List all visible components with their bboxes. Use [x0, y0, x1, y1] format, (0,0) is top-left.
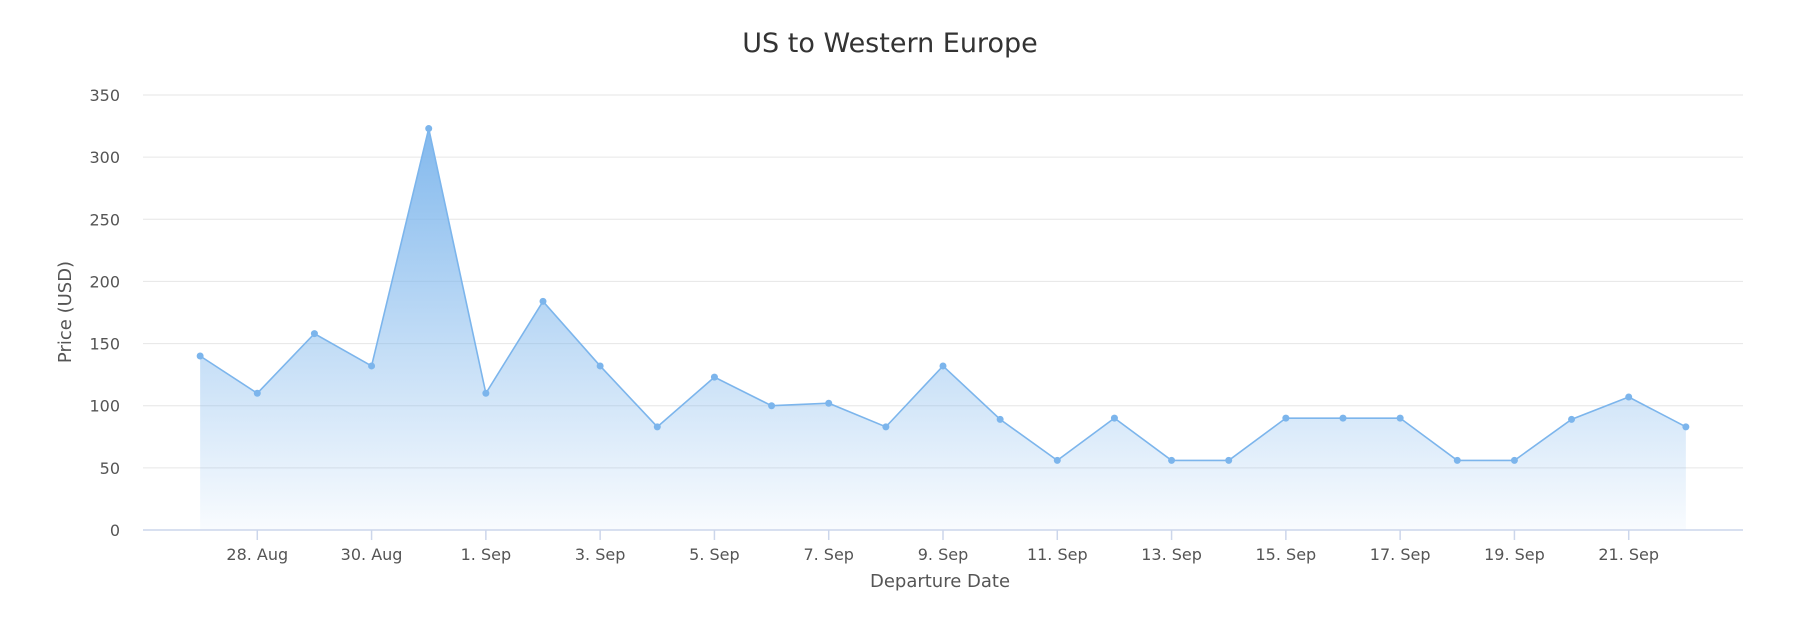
x-tick-label: 17. Sep — [1370, 545, 1431, 564]
data-point-2024-09-21[interactable] — [1625, 393, 1633, 401]
data-point-2024-09-10[interactable] — [996, 415, 1004, 423]
data-point-2024-08-29[interactable] — [310, 330, 318, 338]
y-tick-label: 350 — [89, 86, 120, 105]
x-tick-label: 28. Aug — [226, 545, 288, 564]
data-point-2024-09-12[interactable] — [1110, 414, 1118, 422]
x-tick-label: 1. Sep — [461, 545, 512, 564]
x-tick-label: 9. Sep — [918, 545, 969, 564]
x-tick-label: 15. Sep — [1256, 545, 1317, 564]
x-axis-title: Departure Date — [870, 571, 1010, 592]
data-point-2024-08-28[interactable] — [253, 389, 261, 397]
y-tick-label: 200 — [89, 272, 120, 291]
data-point-2024-09-08[interactable] — [882, 423, 890, 431]
x-tick-label: 19. Sep — [1484, 545, 1545, 564]
x-tick-label: 21. Sep — [1598, 545, 1659, 564]
y-tick-label: 300 — [89, 148, 120, 167]
data-point-2024-09-05[interactable] — [710, 373, 718, 381]
y-tick-label: 150 — [89, 335, 120, 354]
x-tick-label: 7. Sep — [803, 545, 854, 564]
data-point-2024-08-31[interactable] — [425, 125, 433, 133]
y-tick-label: 50 — [100, 459, 120, 478]
y-axis-ticks: 0 50 100 150 200 250 300 350 — [89, 86, 120, 540]
data-point-2024-09-13[interactable] — [1168, 456, 1176, 464]
x-tick-label: 5. Sep — [689, 545, 740, 564]
data-point-2024-08-30[interactable] — [368, 362, 376, 370]
data-points — [196, 125, 1690, 464]
data-point-2024-09-09[interactable] — [939, 362, 947, 370]
series-area — [199, 128, 1687, 531]
data-point-2024-09-14[interactable] — [1225, 456, 1233, 464]
data-point-2024-09-11[interactable] — [1053, 456, 1061, 464]
data-point-2024-09-20[interactable] — [1568, 415, 1576, 423]
y-tick-label: 0 — [110, 521, 120, 540]
y-tick-label: 100 — [89, 397, 120, 416]
data-point-2024-09-01[interactable] — [482, 389, 490, 397]
x-tick-label: 30. Aug — [341, 545, 403, 564]
data-point-2024-09-02[interactable] — [539, 297, 547, 305]
data-point-2024-08-27[interactable] — [196, 352, 204, 360]
x-tick-label: 13. Sep — [1141, 545, 1202, 564]
data-point-2024-09-07[interactable] — [825, 399, 833, 407]
y-axis-title: Price (USD) — [55, 261, 76, 363]
data-point-2024-09-22[interactable] — [1682, 423, 1690, 431]
x-tick-label: 3. Sep — [575, 545, 626, 564]
data-point-2024-09-03[interactable] — [596, 362, 604, 370]
x-axis-ticks: 28. Aug 30. Aug 1. Sep 3. Sep 5. Sep 7. Sep 9.… — [226, 530, 1659, 564]
x-tick-label: 11. Sep — [1027, 545, 1088, 564]
data-point-2024-09-16[interactable] — [1339, 414, 1347, 422]
area-fill — [200, 128, 1686, 531]
data-point-2024-09-15[interactable] — [1282, 414, 1290, 422]
data-point-2024-09-06[interactable] — [768, 402, 776, 410]
data-point-2024-09-04[interactable] — [653, 423, 661, 431]
chart-title: US to Western Europe — [742, 28, 1037, 59]
y-tick-label: 250 — [89, 210, 120, 229]
data-point-2024-09-17[interactable] — [1396, 414, 1404, 422]
data-point-2024-09-18[interactable] — [1453, 456, 1461, 464]
data-point-2024-09-19[interactable] — [1510, 456, 1518, 464]
